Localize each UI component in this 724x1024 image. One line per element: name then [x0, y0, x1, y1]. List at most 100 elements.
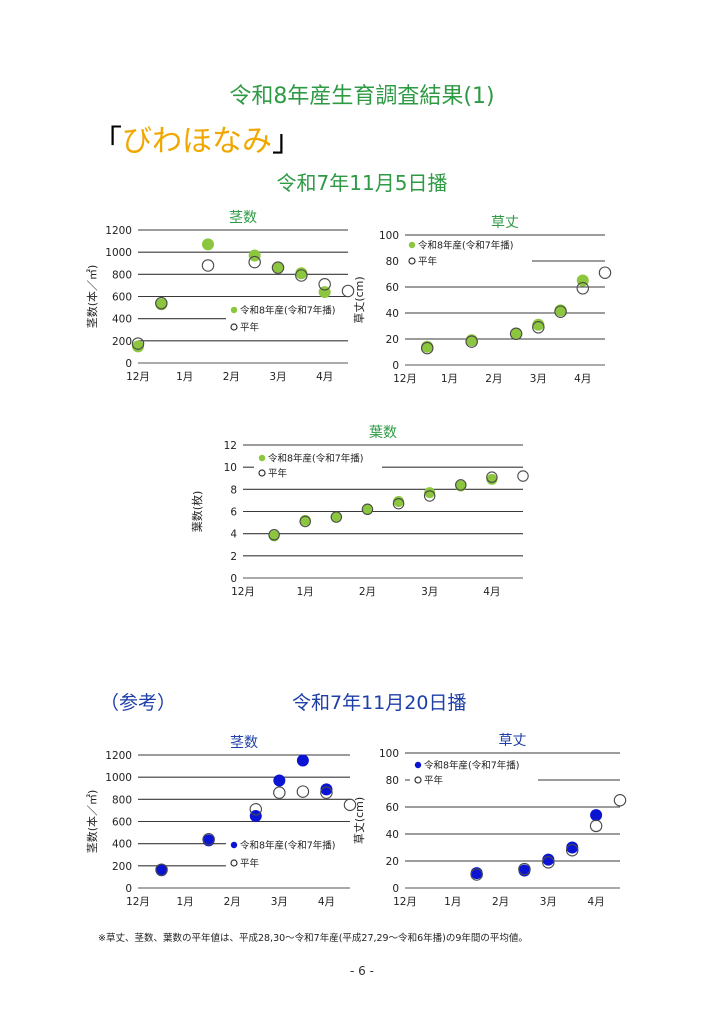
variety-name-text: びわほなみ [122, 124, 272, 159]
data-point-average [532, 321, 545, 334]
x-tick-label: 2月 [492, 896, 509, 908]
y-tick-label: 400 [112, 314, 132, 326]
y-axis-label: 茎数(本／㎡) [85, 265, 99, 329]
x-tick-label: 1月 [176, 371, 193, 383]
y-tick-label: 1200 [105, 750, 132, 762]
x-tick-label: 12月 [126, 896, 150, 908]
x-tick-label: 3月 [271, 896, 288, 908]
chart-title: 草丈 [499, 733, 527, 749]
y-axis-label: 茎数(本／㎡) [85, 790, 99, 854]
legend-label: 平年 [418, 256, 438, 268]
x-tick-label: 2月 [224, 896, 241, 908]
y-tick-label: 0 [392, 883, 399, 895]
y-axis-label: 草丈(cm) [353, 797, 366, 844]
legend-label: 令和8年産(令和7年播) [240, 305, 336, 317]
y-tick-label: 60 [386, 802, 399, 814]
x-tick-label: 1月 [297, 586, 314, 598]
data-point-average [248, 255, 261, 269]
data-point-average [271, 261, 285, 274]
x-tick-label: 3月 [530, 373, 547, 385]
legend-label: 令和8年産(令和7年播) [418, 240, 514, 252]
y-tick-label: 100 [379, 230, 399, 242]
x-tick-label: 4月 [318, 896, 335, 908]
data-point-average [155, 863, 168, 876]
data-point-average [320, 786, 333, 799]
x-tick-label: 3月 [421, 586, 438, 598]
x-tick-label: 12月 [393, 896, 417, 908]
data-point-average [518, 862, 531, 876]
data-point-current [272, 261, 284, 274]
legend-label: 令和8年産(令和7年播) [240, 840, 336, 852]
data-point-average [465, 335, 478, 348]
data-point-average [392, 497, 405, 510]
page-number: - 6 - [350, 964, 374, 978]
chart-s2-stems: 茎数 0 200 400 600 800 1000 1200 12月 1月 2月 3月 4月 茎数(本／㎡… [85, 735, 357, 908]
legend-label: 令和8年産(令和7年播) [424, 760, 520, 772]
variety-bracket-close: 」 [272, 124, 302, 159]
legend-box [254, 449, 382, 481]
data-point-average [517, 470, 529, 482]
data-point-current [542, 853, 555, 866]
data-point-average [455, 479, 467, 491]
data-point-average [155, 296, 168, 310]
data-point-current [566, 841, 579, 854]
data-point-average [509, 327, 523, 341]
y-tick-label: 100 [379, 748, 399, 760]
legend-marker-filled [230, 841, 238, 849]
x-tick-label: 1月 [177, 896, 194, 908]
section2-sowing-date: 令和7年11月20日播 [292, 692, 467, 714]
data-point-average [542, 856, 555, 869]
data-point-current [393, 496, 405, 508]
data-point-current [295, 267, 308, 280]
legend-marker-open [414, 776, 422, 784]
data-point-average [249, 803, 263, 816]
y-tick-label: 600 [112, 817, 132, 829]
legend-marker-open [230, 323, 238, 331]
y-tick-label: 8 [230, 484, 237, 496]
y-tick-label: 1000 [105, 247, 132, 259]
data-point-current [361, 503, 373, 515]
data-point-current [249, 809, 262, 822]
x-tick-label: 3月 [540, 896, 557, 908]
legend-marker-filled [230, 306, 238, 314]
x-tick-label: 2月 [485, 373, 502, 385]
data-point-current [590, 809, 603, 822]
section1-sowing-date: 令和7年11月5日播 [276, 171, 448, 195]
x-tick-label: 4月 [574, 373, 591, 385]
x-tick-label: 12月 [231, 586, 255, 598]
data-point-current [248, 249, 261, 262]
data-point-average [554, 305, 567, 318]
legend-label: 令和8年産(令和7年播) [268, 453, 364, 465]
legend-marker-filled [258, 454, 266, 462]
y-tick-label: 20 [386, 334, 399, 346]
chart-title: 茎数 [229, 210, 257, 226]
data-point-average [486, 471, 498, 483]
legend-marker-filled [408, 241, 416, 249]
y-axis-label: 草丈(cm) [353, 276, 366, 323]
data-point-average [598, 266, 612, 279]
y-tick-label: 0 [125, 883, 132, 895]
y-tick-label: 1200 [105, 225, 132, 237]
x-tick-label: 4月 [316, 371, 333, 383]
y-tick-label: 400 [112, 839, 132, 851]
x-tick-label: 12月 [393, 373, 417, 385]
data-point-average [330, 511, 343, 523]
x-tick-label: 4月 [483, 586, 500, 598]
data-point-average [420, 341, 434, 355]
data-point-current [330, 511, 342, 523]
chart-s2-height: 草丈 0 20 40 60 80 100 12月 1月 2月 3月 4月 草丈(cm) 令和8年産(令和7… [353, 733, 627, 908]
y-tick-label: 12 [224, 440, 237, 452]
data-point-average [589, 819, 603, 833]
x-tick-label: 2月 [359, 586, 376, 598]
data-point-average [131, 337, 145, 350]
data-point-average [576, 282, 590, 295]
legend-marker-open [258, 469, 266, 477]
data-point-average [423, 490, 436, 502]
data-point-average [565, 843, 579, 857]
variety-name: 「びわほなみ」 [92, 116, 302, 160]
data-point-average [361, 503, 374, 516]
page-title: 令和8年産生育調査結果(1) [229, 84, 495, 109]
data-point-average [613, 794, 627, 807]
y-tick-label: 800 [112, 794, 132, 806]
x-tick-label: 1月 [441, 373, 458, 385]
